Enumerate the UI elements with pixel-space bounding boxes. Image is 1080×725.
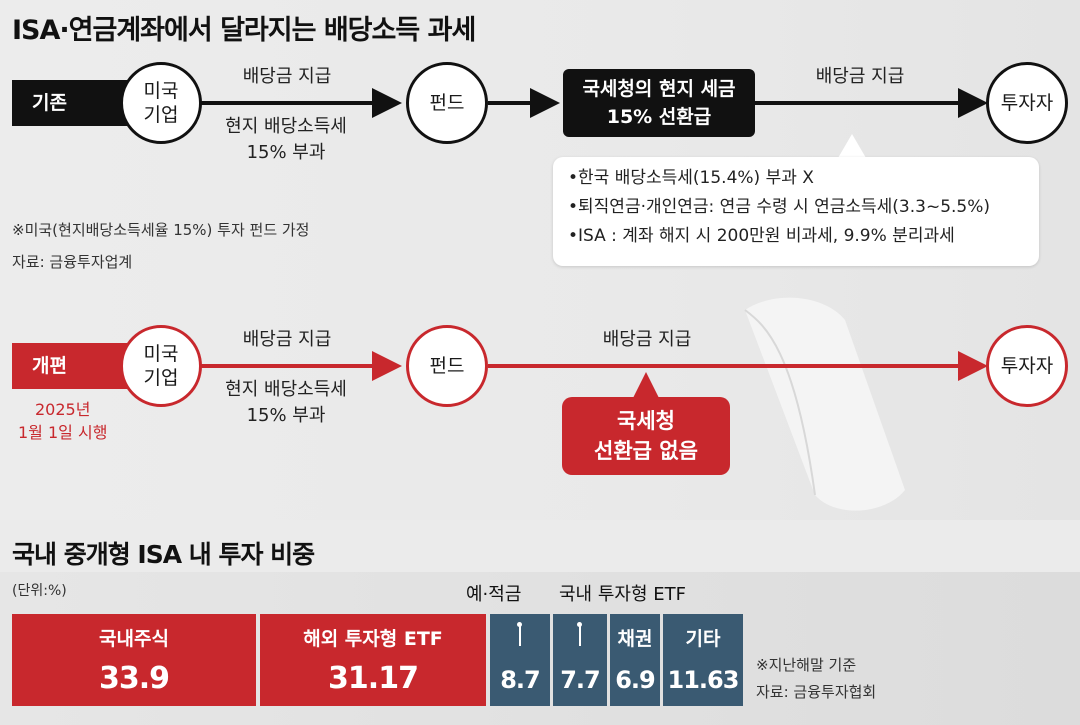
segment-label: 기타 (685, 628, 721, 650)
flow-line-2 (488, 101, 538, 105)
tax-callout-box (553, 157, 1039, 266)
bottom-notes: ※지난해말 기준 자료: 금융투자협회 (756, 652, 876, 706)
pointer-tick (579, 624, 581, 646)
segment-value: 7.7 (560, 666, 601, 694)
flow-line-1 (130, 101, 380, 105)
segment-deposit: 8.7 (490, 614, 550, 706)
tax-callout-text: •한국 배당소득세(15.4%) 부과 X •퇴직연금·개인연금: 연금 수령 … (568, 164, 990, 251)
callout-item: •한국 배당소득세(15.4%) 부과 X (568, 168, 814, 188)
arrow-right-icon (372, 88, 402, 118)
local-tax-label: 현지 배당소득세 15% 부과 (225, 116, 347, 163)
basis-note: ※지난해말 기준 (756, 656, 857, 674)
arrow-right-icon (530, 88, 560, 118)
dividend-payment-label-reform-2: 배당금 지급 (602, 329, 692, 350)
segment-value: 8.7 (500, 666, 541, 694)
dividend-payment-label-reform: 배당금 지급 (242, 329, 332, 350)
no-refund-line1: 국세청 (617, 409, 675, 433)
local-tax-label-reform: 현지 배당소득세 15% 부과 (225, 379, 347, 426)
nts-refund-box: 국세청의 현지 세금 15% 선환급 (563, 69, 755, 137)
reform-line-1 (130, 364, 380, 368)
pointer-tick (519, 624, 521, 646)
segment-domestic-etf: 7.7 (553, 614, 607, 706)
callout-item: •ISA : 계좌 해지 시 200만원 비과세, 9.9% 분리과세 (568, 226, 955, 246)
investor-node: 투자자 (986, 62, 1068, 144)
segment-label: 국내주식 (99, 628, 169, 650)
assumption-note: ※미국(현지배당소득세율 15%) 투자 펀드 가정 (12, 221, 310, 239)
arrow-right-icon (958, 351, 988, 381)
investor-node-reform: 투자자 (986, 325, 1068, 407)
tag-current: 기존 (12, 80, 132, 126)
nts-refund-line1: 국세청의 현지 세금 (582, 78, 736, 100)
segment-label: 채권 (617, 628, 653, 650)
flow-line-3 (755, 101, 965, 105)
segment-value: 11.63 (667, 666, 740, 694)
nts-refund-line2: 15% 선환급 (606, 106, 712, 128)
us-company-node: 미국 기업 (120, 62, 202, 144)
dividend-payment-label: 배당금 지급 (242, 66, 332, 87)
source-note: 자료: 금융투자업계 (12, 253, 133, 271)
callout-pointer (838, 134, 866, 158)
dividend-payment-label-2: 배당금 지급 (815, 66, 905, 87)
segment-domestic-stock: 국내주식 33.9 (12, 614, 256, 706)
segment-bond: 채권 6.9 (610, 614, 660, 706)
segment-label: 해외 투자형 ETF (303, 628, 443, 650)
reform-line-2 (488, 364, 965, 368)
segment-overseas-etf: 해외 투자형 ETF 31.17 (260, 614, 486, 706)
segment-value: 33.9 (98, 661, 170, 696)
paper-roll-decoration (744, 297, 905, 511)
domestic-etf-label: 국내 투자형 ETF (559, 584, 686, 605)
arrow-right-icon (958, 88, 988, 118)
tag-reform: 개편 (12, 343, 132, 389)
effective-date: 2025년 1월 1일 시행 (18, 400, 108, 442)
no-refund-pointer (633, 372, 659, 398)
unit-label: (단위:%) (12, 583, 67, 599)
us-company-node-reform: 미국 기업 (120, 325, 202, 407)
segment-value: 6.9 (615, 666, 656, 694)
page-title: ISA·연금계좌에서 달라지는 배당소득 과세 (12, 15, 476, 46)
segment-other: 기타 11.63 (663, 614, 743, 706)
no-refund-box: 국세청 선환급 없음 (562, 397, 730, 475)
arrow-right-icon (372, 351, 402, 381)
fund-node-reform: 펀드 (406, 325, 488, 407)
bottom-source-note: 자료: 금융투자협회 (756, 683, 877, 701)
no-refund-line2: 선환급 없음 (594, 439, 698, 463)
segment-value: 31.17 (328, 661, 419, 696)
section-title: 국내 중개형 ISA 내 투자 비중 (12, 540, 315, 569)
deposit-label: 예·적금 (466, 584, 522, 605)
callout-item: •퇴직연금·개인연금: 연금 수령 시 연금소득세(3.3~5.5%) (568, 197, 991, 217)
fund-node: 펀드 (406, 62, 488, 144)
